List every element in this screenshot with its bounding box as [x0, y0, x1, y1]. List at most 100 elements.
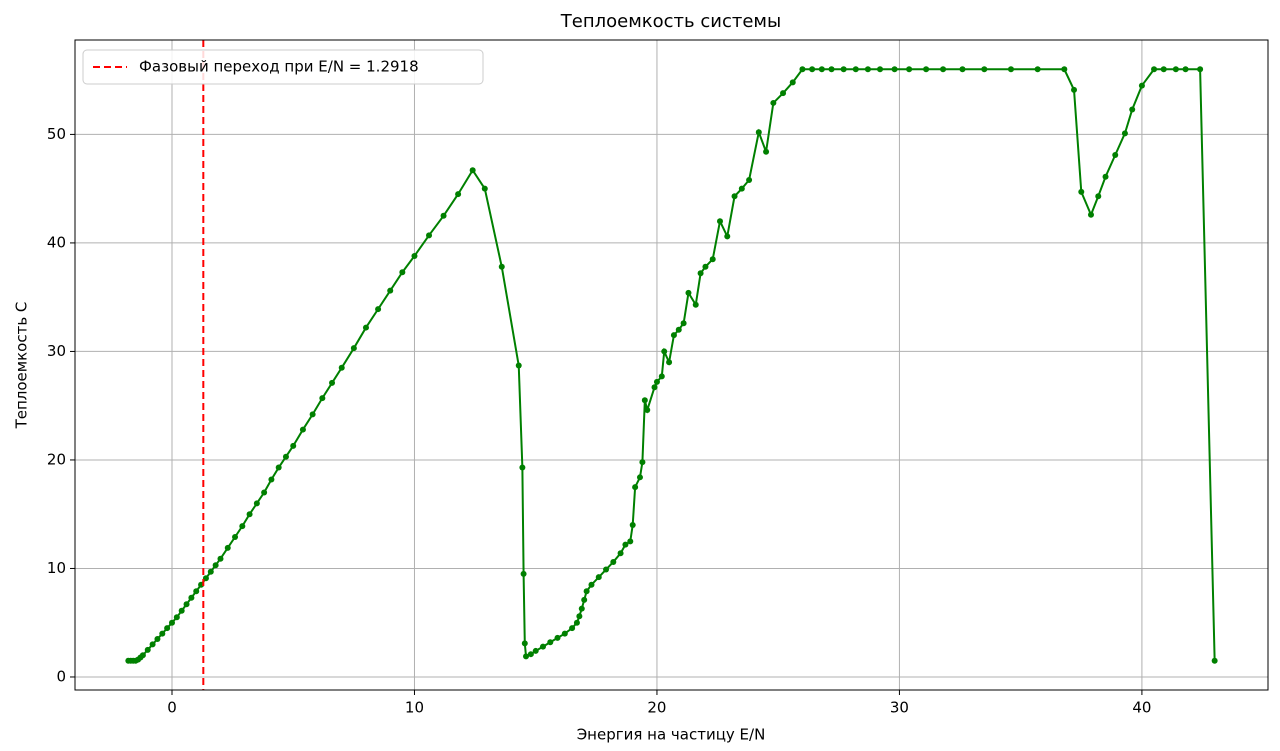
data-point [515, 362, 522, 369]
data-point [923, 66, 930, 73]
data-point [261, 489, 268, 496]
data-point [217, 555, 224, 562]
data-point [455, 191, 462, 198]
data-point [627, 538, 634, 545]
data-point [780, 90, 787, 97]
data-point [799, 66, 806, 73]
data-point [1121, 130, 1128, 137]
data-point [202, 575, 209, 582]
data-point [702, 263, 709, 270]
data-point [770, 99, 777, 106]
data-point [763, 148, 770, 155]
data-point [891, 66, 898, 73]
data-point [519, 464, 526, 471]
data-point [644, 407, 651, 414]
data-point [692, 301, 699, 308]
data-point [144, 646, 151, 653]
chart-title: Теплоемкость системы [560, 11, 781, 32]
data-point [164, 625, 171, 632]
data-point [399, 269, 406, 276]
data-point [1160, 66, 1167, 73]
data-point [561, 630, 568, 637]
data-point [617, 550, 624, 557]
data-point [232, 533, 239, 540]
x-tick-label: 30 [890, 699, 909, 717]
data-point [661, 348, 668, 355]
data-point [224, 544, 231, 551]
data-point [426, 232, 433, 239]
data-point [610, 558, 617, 565]
data-point [159, 630, 166, 637]
data-point [877, 66, 884, 73]
data-point [651, 384, 658, 391]
data-point [578, 605, 585, 612]
legend: Фазовый переход при E/N = 1.2918 [82, 49, 484, 85]
data-point [168, 619, 175, 626]
data-point [411, 252, 418, 259]
y-tick-label: 20 [47, 450, 66, 468]
data-point [239, 523, 246, 530]
data-point [469, 167, 476, 174]
data-point [268, 476, 275, 483]
data-point [1151, 66, 1158, 73]
data-point [603, 566, 610, 573]
data-point [731, 193, 738, 200]
data-point [539, 643, 546, 650]
y-axis-label: Теплоемкость C [13, 302, 31, 430]
data-point [440, 212, 447, 219]
data-point [583, 588, 590, 595]
data-point [338, 364, 345, 371]
data-point [149, 641, 156, 648]
data-point [173, 614, 180, 621]
data-point [588, 581, 595, 588]
data-point [755, 129, 762, 136]
data-point [299, 426, 306, 433]
data-point [521, 640, 528, 647]
data-point [212, 562, 219, 569]
data-point [622, 541, 629, 548]
data-point [709, 256, 716, 263]
data-point [746, 176, 753, 183]
data-point [680, 320, 687, 327]
data-point [809, 66, 816, 73]
data-point [959, 66, 966, 73]
data-point [636, 474, 643, 481]
data-point [350, 345, 357, 352]
data-point [246, 511, 253, 518]
data-point [178, 607, 185, 614]
data-point [685, 289, 692, 296]
data-point [576, 613, 583, 620]
data-point [290, 442, 297, 449]
x-axis-label: Энергия на частицу E/N [577, 726, 766, 744]
data-point [828, 66, 835, 73]
y-tick-label: 30 [47, 342, 66, 360]
data-point [375, 306, 382, 313]
data-point [253, 500, 260, 507]
data-point [282, 453, 289, 460]
data-point [581, 596, 588, 603]
data-point [940, 66, 947, 73]
data-point [1078, 188, 1085, 195]
x-tick-label: 0 [167, 699, 177, 717]
data-point [1007, 66, 1014, 73]
data-point [641, 397, 648, 404]
data-point [1182, 66, 1189, 73]
data-point [1102, 173, 1109, 180]
legend-label: Фазовый переход при E/N = 1.2918 [139, 58, 419, 76]
data-point [1138, 82, 1145, 89]
data-point [329, 379, 336, 386]
data-point [632, 484, 639, 491]
y-tick-label: 50 [47, 125, 66, 143]
data-point [906, 66, 913, 73]
y-tick-label: 10 [47, 559, 66, 577]
data-point [207, 568, 214, 575]
y-tick-label: 40 [47, 233, 66, 251]
data-point [1061, 66, 1068, 73]
x-tick-label: 20 [647, 699, 666, 717]
data-point [188, 594, 195, 601]
data-point [1095, 193, 1102, 200]
data-point [1112, 152, 1119, 159]
x-tick-label: 40 [1132, 699, 1151, 717]
data-point [653, 378, 660, 385]
